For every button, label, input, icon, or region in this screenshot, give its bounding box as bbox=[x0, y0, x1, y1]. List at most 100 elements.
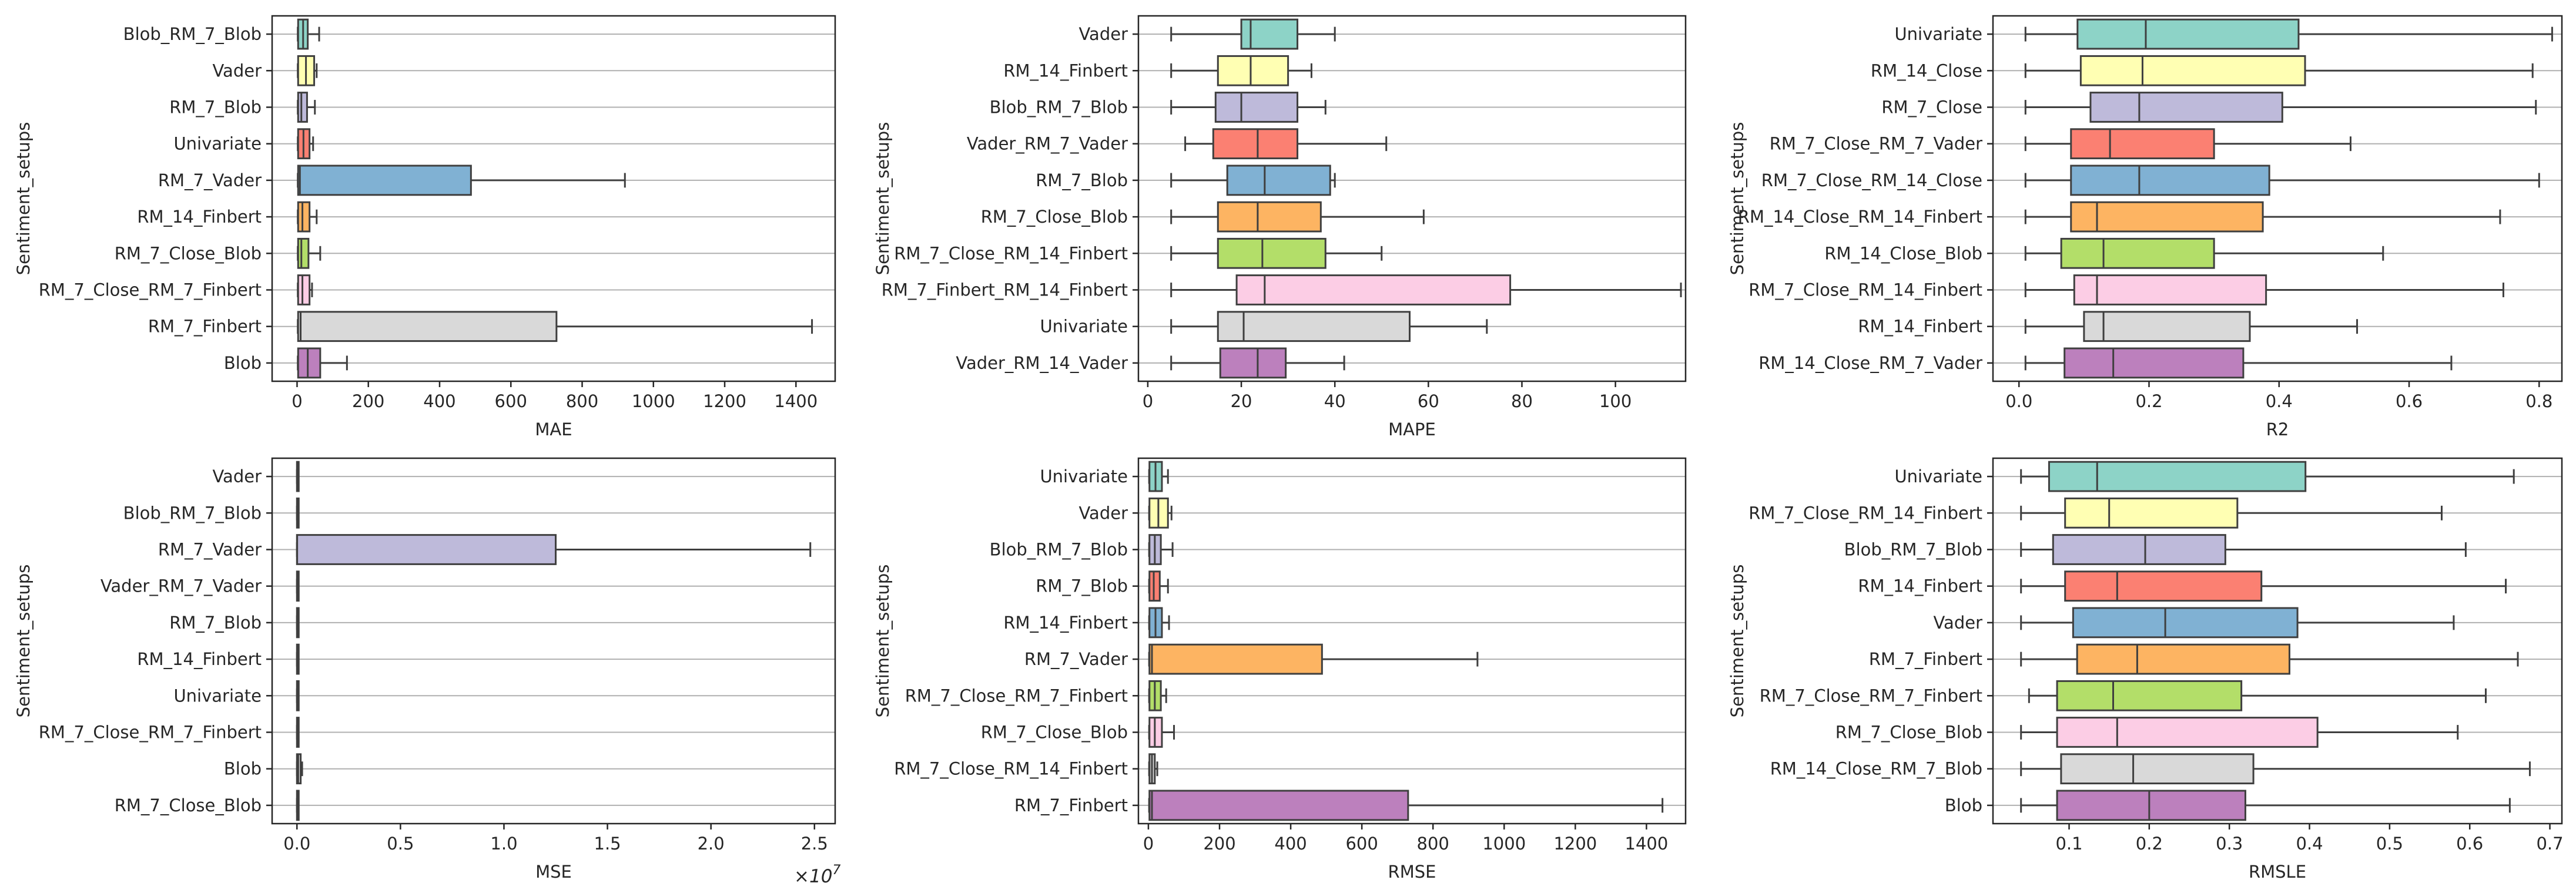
box-rm-7-finbert bbox=[1148, 790, 1664, 821]
box-iqr bbox=[296, 534, 557, 565]
box-iqr bbox=[1217, 55, 1289, 86]
y-tick-label: Univariate bbox=[1894, 466, 1982, 486]
box-vader bbox=[296, 461, 300, 492]
x-tick-label: 0.5 bbox=[2376, 834, 2403, 854]
y-tick-label: Blob_RM_7_Blob bbox=[123, 24, 262, 44]
box-rm-7-close-blob bbox=[2020, 717, 2459, 748]
box-rm-7-close-rm-14-finbert bbox=[1148, 753, 1158, 785]
y-tick-label: RM_7_Close_RM_14_Finbert bbox=[894, 243, 1128, 263]
box-rm-7-close-blob bbox=[1148, 717, 1175, 748]
box-blob bbox=[296, 753, 303, 785]
box-iqr bbox=[297, 311, 558, 342]
box-rm-7-close bbox=[2024, 92, 2537, 123]
y-tick-label: Vader bbox=[212, 466, 262, 486]
box-iqr bbox=[1235, 274, 1512, 305]
box-iqr bbox=[297, 201, 311, 233]
box-blob-rm-7-blob bbox=[296, 497, 300, 529]
box-iqr bbox=[1212, 128, 1299, 160]
box-univariate bbox=[1170, 311, 1488, 342]
y-tick-label: RM_7_Finbert bbox=[148, 317, 262, 337]
box-vader-rm-7-vader bbox=[296, 570, 300, 602]
y-tick-label: RM_7_Close_RM_14_Close bbox=[1761, 170, 1982, 190]
x-tick-label: 1200 bbox=[703, 391, 746, 411]
chart-panel-6: 0.1 0.2 0.3 0.4 0.5 0.6 0.7 Univariate RM_7_Clos… bbox=[1727, 457, 2564, 882]
y-tick-label: Vader bbox=[1078, 24, 1128, 44]
box-iqr bbox=[1217, 201, 1322, 233]
box-iqr bbox=[2076, 18, 2300, 50]
x-tick-label: 0.8 bbox=[2525, 391, 2552, 411]
box-rm-7-close-rm-14-finbert bbox=[2020, 497, 2443, 529]
y-tick-label: Blob_RM_7_Blob bbox=[1844, 540, 1982, 560]
x-tick-label: 0.6 bbox=[2456, 834, 2483, 854]
chart-panel-3: 0.0 0.2 0.4 0.6 0.8 Univariate RM_14_Close RM_7… bbox=[1727, 15, 2563, 439]
x-axis-label: MAE bbox=[535, 419, 572, 439]
box-rm-14-finbert bbox=[2024, 311, 2359, 342]
box-iqr bbox=[2089, 92, 2283, 123]
y-tick-label: Vader bbox=[212, 61, 262, 80]
x-tick-label: 40 bbox=[1324, 391, 1346, 411]
box-blob bbox=[297, 347, 348, 379]
box-rm-14-finbert bbox=[1170, 55, 1312, 86]
y-tick-label: RM_7_Close_RM_7_Finbert bbox=[39, 280, 262, 300]
box-rm-14-close-rm-14-finbert bbox=[2024, 201, 2501, 233]
box-rm-7-close-blob bbox=[297, 237, 321, 269]
box-univariate bbox=[2020, 461, 2515, 492]
y-tick-label: Blob_RM_7_Blob bbox=[123, 503, 262, 523]
axes-frame bbox=[1992, 15, 2563, 382]
y-tick-label: Blob bbox=[1945, 795, 1982, 815]
x-tick-label: 1000 bbox=[632, 391, 675, 411]
box-vader bbox=[1148, 497, 1173, 529]
chart-panel-4: 0.0 0.5 1.0 1.5 2.0 2.5 Vader Blob_RM_7_Blob RM_… bbox=[14, 457, 840, 887]
x-axis-label: MAPE bbox=[1388, 419, 1436, 439]
box-vader-rm-7-vader bbox=[1184, 128, 1388, 160]
box-iqr bbox=[1214, 92, 1299, 123]
box-rm-7-close-rm-7-vader bbox=[2024, 128, 2351, 160]
y-axis-label: Sentiment_setups bbox=[1727, 565, 1747, 718]
y-tick-label: RM_7_Finbert_RM_14_Finbert bbox=[882, 280, 1128, 300]
box-iqr bbox=[1240, 18, 1299, 50]
y-tick-label: RM_7_Close_Blob bbox=[115, 243, 262, 263]
box-iqr bbox=[2064, 497, 2239, 529]
x-tick-label: 1200 bbox=[1553, 834, 1597, 854]
x-tick-label: 0.1 bbox=[2055, 834, 2082, 854]
box-blob-rm-7-blob bbox=[1170, 92, 1326, 123]
box-rm-7-blob bbox=[1170, 164, 1336, 196]
box-rm-7-close-rm-14-close bbox=[2024, 164, 2540, 196]
box-rm-7-close-rm-7-finbert bbox=[1148, 680, 1167, 711]
box-iqr bbox=[2064, 347, 2245, 379]
box-rm-7-close-rm-14-finbert bbox=[1170, 237, 1383, 269]
x-tick-label: 200 bbox=[1203, 834, 1235, 854]
box-iqr bbox=[2079, 55, 2306, 86]
x-tick-label: 400 bbox=[423, 391, 455, 411]
y-tick-label: Blob_RM_7_Blob bbox=[990, 98, 1128, 117]
axes-frame bbox=[1137, 457, 1687, 825]
y-tick-label: Blob bbox=[224, 353, 262, 373]
y-tick-label: Vader_RM_14_Vader bbox=[956, 353, 1128, 373]
box-rm-7-finbert bbox=[297, 311, 813, 342]
box-rm-14-finbert bbox=[296, 643, 300, 675]
y-axis-label: Sentiment_setups bbox=[1727, 122, 1747, 276]
x-tick-label: 0.6 bbox=[2396, 391, 2423, 411]
box-iqr bbox=[2052, 534, 2226, 565]
y-tick-label: RM_14_Close_RM_7_Blob bbox=[1770, 759, 1982, 779]
box-iqr bbox=[2056, 790, 2246, 821]
y-tick-label: RM_7_Close_RM_7_Finbert bbox=[1760, 686, 1982, 706]
x-tick-label: 0.3 bbox=[2216, 834, 2243, 854]
box-rm-7-finbert bbox=[2020, 643, 2519, 675]
box-rm-7-close-rm-14-finbert bbox=[2024, 274, 2504, 305]
y-tick-label: RM_14_Finbert bbox=[137, 649, 262, 669]
y-tick-label: RM_7_Blob bbox=[1036, 576, 1128, 596]
x-axis-label: RMSLE bbox=[2249, 862, 2306, 882]
box-iqr bbox=[2056, 680, 2243, 711]
box-iqr bbox=[2076, 643, 2290, 675]
box-iqr bbox=[2060, 237, 2215, 269]
x-tick-label: 2.0 bbox=[698, 834, 725, 854]
axes-frame bbox=[271, 15, 836, 382]
box-rm-7-vader bbox=[1148, 643, 1479, 675]
box-iqr bbox=[2070, 164, 2270, 196]
y-tick-label: RM_7_Close_Blob bbox=[981, 723, 1128, 743]
y-tick-label: Univariate bbox=[1894, 24, 1982, 44]
box-rm-14-finbert bbox=[1148, 607, 1170, 639]
y-tick-label: RM_14_Finbert bbox=[1858, 576, 1982, 596]
box-iqr bbox=[2064, 570, 2263, 602]
